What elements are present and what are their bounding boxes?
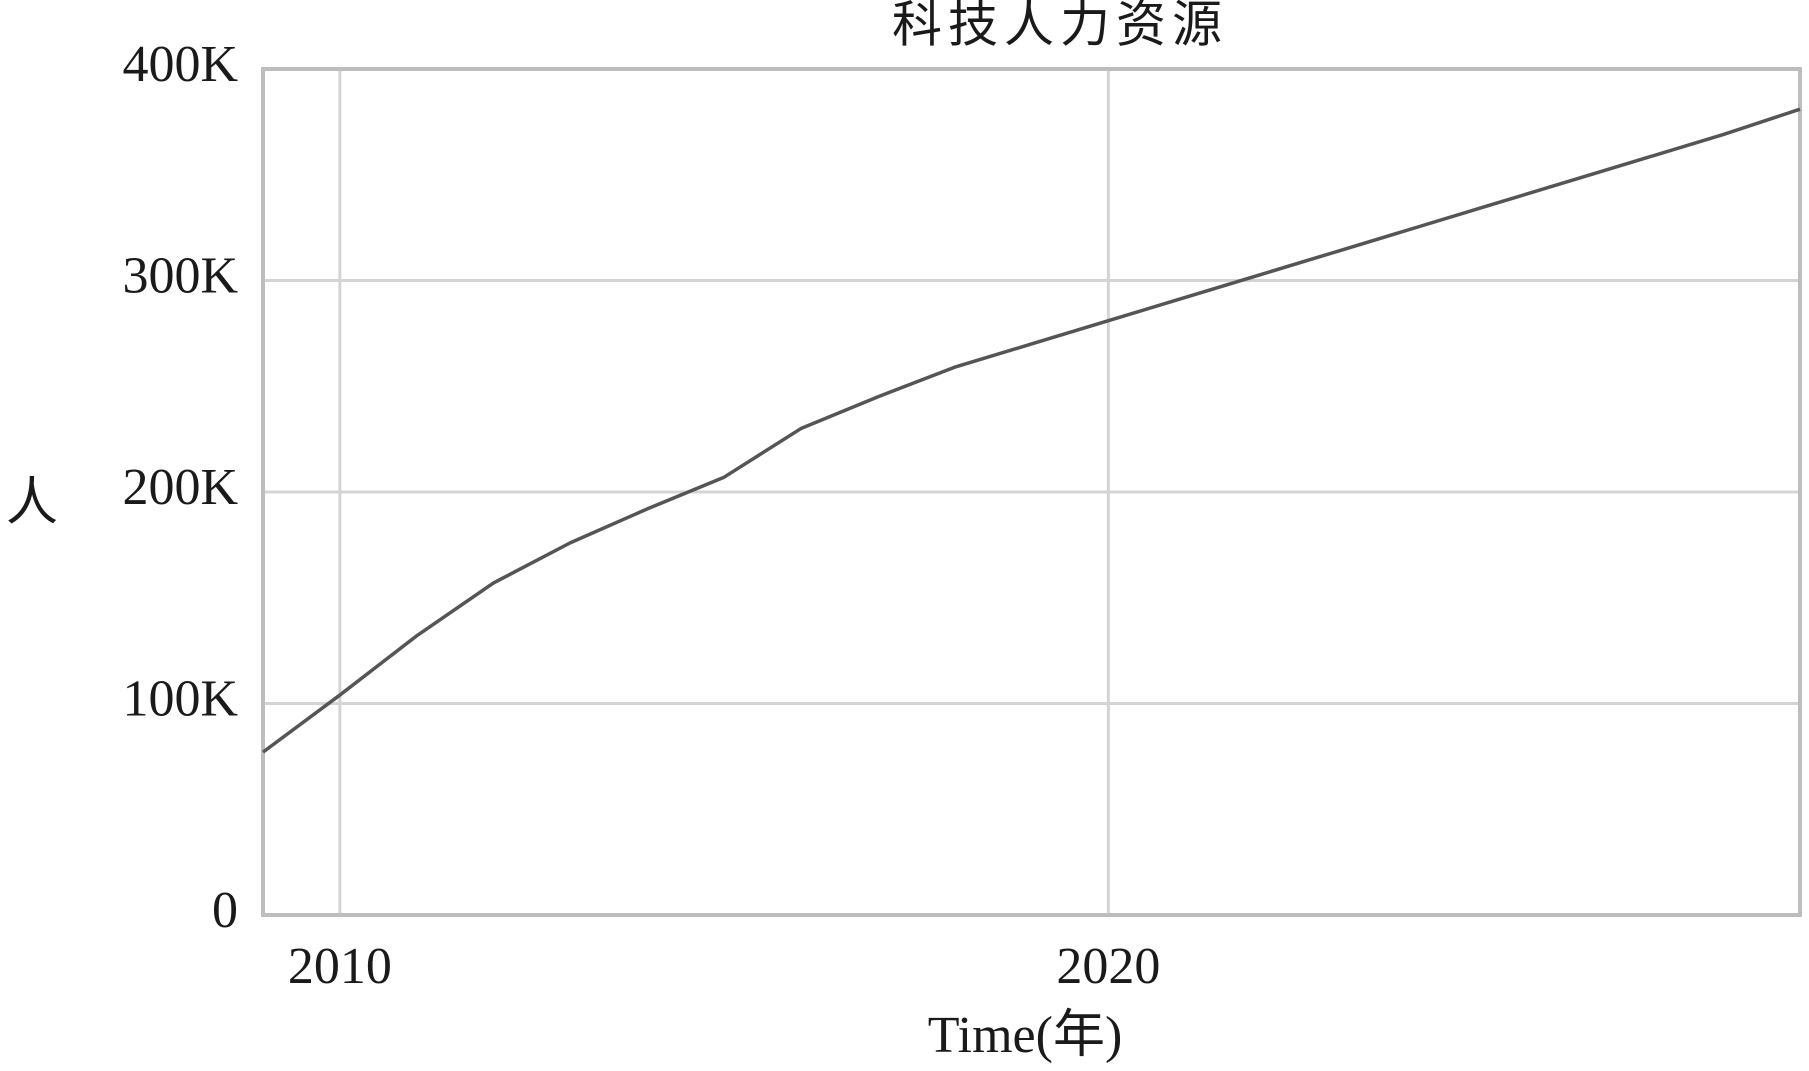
chart-title: 科技人力资源 — [892, 0, 1228, 52]
y-tick-label: 100K — [122, 670, 238, 727]
y-tick-label: 300K — [122, 247, 238, 304]
x-tick-label: 2010 — [288, 938, 392, 995]
y-tick-label: 400K — [122, 36, 238, 93]
x-tick-label: 2020 — [1056, 938, 1160, 995]
x-axis-label: Time(年) — [928, 1007, 1123, 1064]
plot-frame — [261, 67, 1802, 917]
y-tick-label: 200K — [122, 459, 238, 516]
y-tick-label: 0 — [212, 882, 238, 939]
data-line — [261, 107, 1801, 754]
y-axis-label: 人 — [6, 475, 58, 532]
